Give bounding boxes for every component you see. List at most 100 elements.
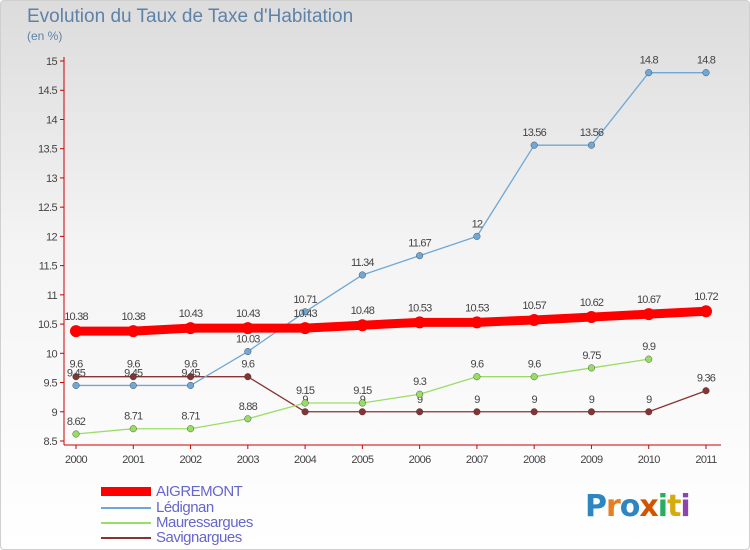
data-point-mauressargues: [129, 425, 137, 433]
x-tick-label: 2009: [580, 454, 603, 466]
proxiti-logo: Proxiti: [585, 489, 691, 524]
data-label-savignargues: 9.6: [70, 359, 84, 371]
y-tick-label: 13: [46, 173, 58, 185]
data-label-aigremont: 10.62: [580, 297, 604, 309]
x-tick-label: 2005: [351, 454, 374, 466]
data-label-savignargues: 9.6: [241, 359, 255, 371]
data-label-ledignan: 11.67: [408, 238, 431, 250]
data-point-ledignan: [72, 381, 80, 389]
y-tick-label: 9: [51, 407, 57, 419]
data-label-aigremont: 10.43: [293, 308, 317, 320]
data-label-savignargues: 9.6: [184, 359, 198, 371]
data-point-mauressargues: [301, 399, 309, 407]
series-line-aigremont: [71, 306, 711, 336]
data-point-aigremont: [70, 325, 82, 338]
data-label-ledignan: 9.45: [67, 367, 86, 379]
legend-swatch: [101, 487, 151, 496]
x-tick-label: 2004: [294, 454, 317, 466]
data-label-ledignan: 9.45: [181, 367, 200, 379]
x-tick-label: 2011: [695, 454, 717, 466]
logo-letter: r: [606, 489, 621, 524]
legend-label: Lédignan: [156, 499, 214, 516]
data-point-mauressargues: [587, 364, 595, 372]
data-point-mauressargues: [473, 373, 481, 381]
data-label-savignargues: 9.36: [697, 373, 716, 385]
data-label-mauressargues: 8.62: [67, 416, 86, 428]
data-label-aigremont: 10.38: [64, 311, 88, 323]
data-point-savignargues: [72, 373, 80, 381]
logo-letter: P: [585, 489, 607, 524]
x-tick-label: 2007: [466, 454, 489, 466]
data-label-aigremont: 10.53: [465, 302, 489, 314]
data-label-mauressargues: 8.71: [124, 411, 143, 423]
data-point-mauressargues: [530, 373, 538, 381]
data-label-savignargues: 9: [646, 394, 652, 406]
data-label-savignargues: 9: [474, 394, 480, 406]
data-point-aigremont: [184, 322, 197, 335]
data-label-ledignan: 11.34: [351, 257, 374, 269]
data-point-savignargues: [530, 408, 538, 416]
data-point-savignargues: [129, 373, 137, 381]
legend-label: AIGREMONT: [156, 483, 243, 500]
data-point-mauressargues: [645, 355, 653, 363]
data-point-savignargues: [702, 387, 710, 395]
x-tick-label: 2002: [180, 454, 203, 466]
data-point-savignargues: [416, 408, 424, 416]
legend-swatch: [101, 522, 151, 524]
data-label-aigremont: 10.67: [637, 294, 661, 306]
data-point-savignargues: [587, 408, 595, 416]
data-label-mauressargues: 8.88: [239, 401, 258, 413]
data-label-ledignan: 12: [472, 218, 483, 230]
data-point-ledignan: [702, 69, 710, 77]
data-point-aigremont: [241, 322, 254, 335]
data-point-savignargues: [187, 373, 195, 381]
legend-swatch: [101, 507, 151, 509]
data-label-ledignan: 14.8: [697, 55, 716, 67]
data-point-ledignan: [129, 381, 137, 389]
data-point-savignargues: [244, 373, 252, 381]
data-point-ledignan: [301, 308, 309, 316]
data-label-ledignan: 14.8: [640, 55, 659, 67]
data-point-savignargues: [358, 408, 366, 416]
x-tick-label: 2008: [523, 454, 546, 466]
data-point-aigremont: [700, 305, 712, 318]
chart-title: Evolution du Taux de Taxe d'Habitation: [27, 6, 354, 27]
data-label-ledignan: 10.71: [293, 294, 317, 306]
data-point-ledignan: [587, 141, 595, 149]
data-label-savignargues: 9: [417, 394, 423, 406]
data-point-ledignan: [530, 141, 538, 149]
data-label-aigremont: 10.43: [236, 308, 260, 320]
y-tick-label: 11: [47, 290, 58, 302]
legend-swatch: [101, 537, 151, 539]
y-tick-label: 15: [46, 56, 58, 68]
y-tick-label: 9.5: [44, 378, 58, 390]
y-tick-label: 10.5: [38, 319, 57, 331]
x-tick-label: 2010: [638, 454, 661, 466]
data-label-aigremont: 10.72: [694, 291, 718, 303]
data-point-savignargues: [473, 408, 481, 416]
data-label-mauressargues: 9.9: [642, 341, 656, 353]
x-tick-label: 2006: [409, 454, 432, 466]
data-label-aigremont: 10.48: [351, 305, 375, 317]
data-point-savignargues: [645, 408, 653, 416]
data-point-mauressargues: [187, 425, 195, 433]
x-tick-label: 2000: [65, 454, 88, 466]
data-point-ledignan: [358, 271, 366, 279]
x-tick-label: 2001: [122, 454, 145, 466]
chart-unit-label: (en %): [27, 29, 63, 43]
data-label-mauressargues: 9.15: [353, 385, 372, 397]
logo-letter: i: [657, 489, 668, 524]
data-point-aigremont: [413, 316, 426, 329]
data-point-mauressargues: [416, 390, 424, 398]
data-point-aigremont: [356, 319, 369, 332]
y-tick-label: 8.5: [44, 436, 58, 448]
logo-letter: x: [639, 489, 658, 524]
legend-label: Mauressargues: [156, 514, 253, 531]
y-tick-label: 14: [46, 114, 58, 126]
data-label-aigremont: 10.53: [408, 302, 432, 314]
y-tick-label: 13.5: [38, 144, 57, 156]
logo-letter: o: [619, 489, 641, 524]
data-point-ledignan: [416, 252, 424, 260]
